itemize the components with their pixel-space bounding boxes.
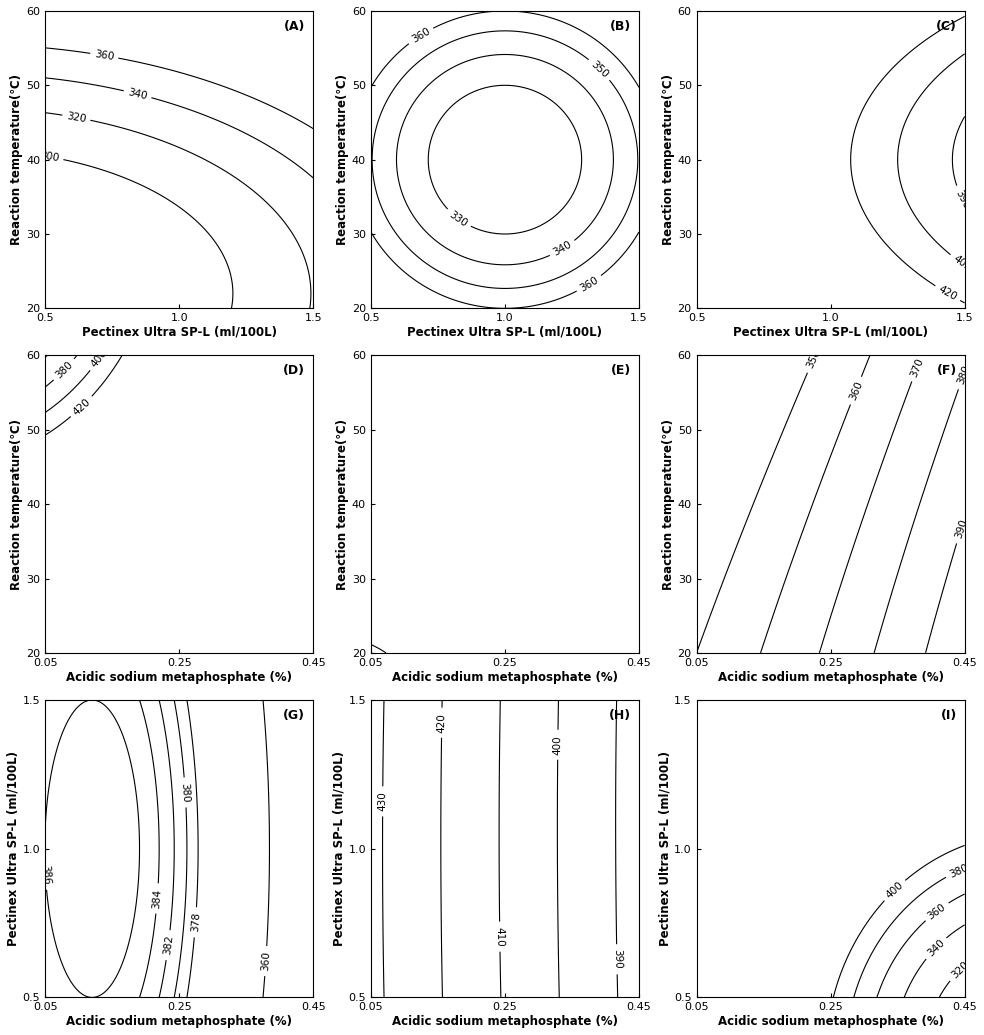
Text: 360: 360 — [926, 901, 948, 921]
Text: 300: 300 — [39, 150, 60, 164]
Text: (G): (G) — [283, 709, 305, 722]
Text: 400: 400 — [553, 735, 563, 755]
Text: 400: 400 — [89, 348, 109, 369]
Text: 340: 340 — [127, 87, 149, 101]
Text: (D): (D) — [283, 364, 305, 378]
Text: 350: 350 — [589, 59, 610, 80]
Text: (H): (H) — [609, 709, 631, 722]
X-axis label: Acidic sodium metaphosphate (%): Acidic sodium metaphosphate (%) — [392, 671, 618, 683]
Text: 340: 340 — [925, 938, 947, 958]
Text: 405: 405 — [952, 254, 973, 273]
Text: 380: 380 — [179, 782, 191, 802]
Text: 380: 380 — [948, 862, 970, 880]
X-axis label: Acidic sodium metaphosphate (%): Acidic sodium metaphosphate (%) — [717, 1015, 944, 1028]
Text: 320: 320 — [66, 111, 87, 124]
Y-axis label: Reaction temperature(℃): Reaction temperature(℃) — [11, 419, 24, 590]
Text: 360: 360 — [260, 951, 272, 971]
Text: 390: 390 — [612, 949, 622, 969]
Text: 386: 386 — [39, 864, 51, 885]
Y-axis label: Pectinex Ultra SP-L (ml/100L): Pectinex Ultra SP-L (ml/100L) — [333, 751, 345, 946]
Y-axis label: Pectinex Ultra SP-L (ml/100L): Pectinex Ultra SP-L (ml/100L) — [7, 751, 20, 946]
Text: 384: 384 — [152, 888, 163, 909]
Text: 320: 320 — [950, 959, 970, 980]
Text: 390: 390 — [953, 519, 968, 540]
Text: (A): (A) — [284, 20, 305, 33]
Text: 380: 380 — [54, 359, 75, 380]
Text: (F): (F) — [937, 364, 956, 378]
Text: 360: 360 — [409, 26, 432, 45]
Text: 382: 382 — [162, 935, 174, 955]
X-axis label: Acidic sodium metaphosphate (%): Acidic sodium metaphosphate (%) — [66, 671, 292, 683]
Text: 378: 378 — [190, 912, 201, 933]
X-axis label: Pectinex Ultra SP-L (ml/100L): Pectinex Ultra SP-L (ml/100L) — [407, 326, 602, 339]
Text: 420: 420 — [437, 713, 447, 733]
Y-axis label: Reaction temperature(℃): Reaction temperature(℃) — [337, 419, 349, 590]
Text: (B): (B) — [610, 20, 631, 33]
Text: (I): (I) — [941, 709, 956, 722]
Text: 400: 400 — [884, 880, 905, 900]
Text: 360: 360 — [847, 380, 864, 402]
Text: 330: 330 — [448, 209, 469, 229]
X-axis label: Acidic sodium metaphosphate (%): Acidic sodium metaphosphate (%) — [392, 1015, 618, 1028]
Text: 380: 380 — [955, 364, 971, 386]
Y-axis label: Reaction temperature(℃): Reaction temperature(℃) — [662, 419, 675, 590]
X-axis label: Pectinex Ultra SP-L (ml/100L): Pectinex Ultra SP-L (ml/100L) — [82, 326, 277, 339]
Text: 360: 360 — [93, 49, 115, 62]
Text: (C): (C) — [936, 20, 956, 33]
Text: 420: 420 — [71, 396, 92, 417]
Y-axis label: Reaction temperature(℃): Reaction temperature(℃) — [337, 75, 349, 245]
Text: 360: 360 — [579, 274, 600, 293]
Text: 390: 390 — [953, 188, 971, 210]
Text: 340: 340 — [551, 239, 574, 258]
X-axis label: Acidic sodium metaphosphate (%): Acidic sodium metaphosphate (%) — [66, 1015, 292, 1028]
Y-axis label: Reaction temperature(℃): Reaction temperature(℃) — [11, 75, 24, 245]
Text: 430: 430 — [378, 792, 388, 811]
Text: 410: 410 — [495, 926, 505, 947]
Text: (E): (E) — [611, 364, 631, 378]
X-axis label: Pectinex Ultra SP-L (ml/100L): Pectinex Ultra SP-L (ml/100L) — [733, 326, 928, 339]
X-axis label: Acidic sodium metaphosphate (%): Acidic sodium metaphosphate (%) — [717, 671, 944, 683]
Text: 420: 420 — [937, 285, 958, 302]
Text: 350: 350 — [805, 348, 822, 371]
Y-axis label: Reaction temperature(℃): Reaction temperature(℃) — [662, 75, 675, 245]
Text: 370: 370 — [909, 356, 925, 379]
Y-axis label: Pectinex Ultra SP-L (ml/100L): Pectinex Ultra SP-L (ml/100L) — [658, 751, 671, 946]
